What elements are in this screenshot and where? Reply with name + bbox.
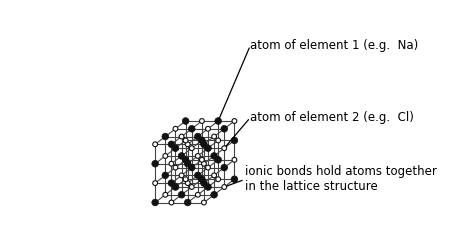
Circle shape [215, 118, 221, 124]
Circle shape [179, 173, 184, 178]
Circle shape [188, 126, 195, 132]
Circle shape [201, 141, 207, 148]
Text: atom of element 2 (e.g.  Cl): atom of element 2 (e.g. Cl) [250, 111, 414, 124]
Circle shape [172, 145, 179, 151]
Circle shape [162, 172, 169, 179]
Circle shape [206, 126, 210, 131]
Circle shape [185, 181, 190, 186]
Circle shape [168, 141, 175, 148]
Circle shape [173, 126, 178, 131]
Circle shape [168, 180, 175, 186]
Circle shape [200, 119, 204, 123]
Circle shape [221, 126, 228, 132]
Circle shape [184, 160, 191, 167]
Circle shape [212, 134, 217, 139]
Circle shape [195, 192, 200, 197]
Circle shape [205, 145, 211, 151]
Circle shape [205, 184, 211, 190]
Circle shape [152, 199, 158, 206]
Circle shape [201, 161, 206, 166]
Circle shape [231, 176, 238, 183]
Circle shape [162, 133, 169, 140]
Circle shape [188, 164, 195, 171]
Circle shape [201, 180, 207, 186]
Text: atom of element 1 (e.g.  Na): atom of element 1 (e.g. Na) [250, 39, 419, 52]
Circle shape [183, 138, 188, 143]
Circle shape [222, 146, 227, 150]
Circle shape [169, 200, 174, 205]
Circle shape [178, 153, 185, 159]
Circle shape [216, 138, 220, 143]
Circle shape [153, 181, 157, 186]
Circle shape [215, 156, 221, 163]
Circle shape [172, 184, 179, 190]
Circle shape [169, 161, 174, 166]
Circle shape [152, 160, 158, 167]
Circle shape [211, 192, 218, 198]
Circle shape [183, 177, 188, 182]
Circle shape [222, 185, 227, 189]
Circle shape [182, 118, 189, 124]
Circle shape [231, 137, 238, 144]
Circle shape [189, 185, 194, 189]
Circle shape [184, 199, 191, 206]
Circle shape [179, 134, 184, 139]
Circle shape [232, 157, 237, 162]
Circle shape [216, 177, 220, 182]
Circle shape [153, 142, 157, 147]
Text: ionic bonds hold atoms together
in the lattice structure: ionic bonds hold atoms together in the l… [245, 165, 437, 193]
Circle shape [173, 165, 178, 170]
Circle shape [199, 137, 205, 144]
Circle shape [221, 164, 228, 171]
Circle shape [163, 154, 168, 158]
Circle shape [195, 154, 200, 158]
Circle shape [211, 153, 218, 159]
Circle shape [163, 192, 168, 197]
Circle shape [200, 157, 204, 162]
Circle shape [194, 133, 201, 140]
Circle shape [178, 192, 185, 198]
Circle shape [206, 165, 210, 170]
Circle shape [182, 156, 189, 163]
Circle shape [185, 142, 190, 147]
Circle shape [232, 119, 237, 123]
Circle shape [194, 172, 201, 179]
Circle shape [201, 200, 206, 205]
Circle shape [199, 176, 205, 183]
Circle shape [189, 146, 194, 150]
Circle shape [212, 173, 217, 178]
